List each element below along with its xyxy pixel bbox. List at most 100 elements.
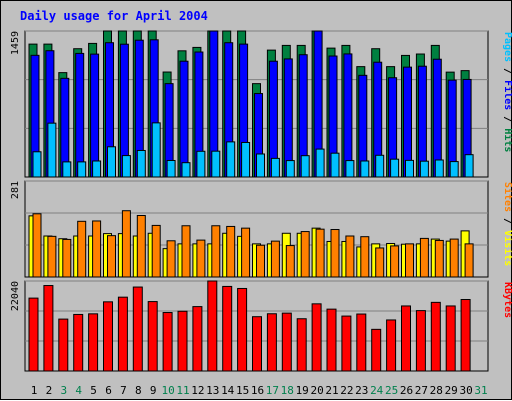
legend-entry-hits: Hits bbox=[502, 128, 512, 152]
bar-sites-day-28 bbox=[434, 239, 444, 278]
bar-pages-day-16 bbox=[256, 153, 265, 178]
panel-kbytes-max-label: 22040 bbox=[10, 281, 21, 311]
bar-files-day-5 bbox=[90, 53, 100, 178]
bar-pages-day-8 bbox=[136, 149, 146, 178]
bar-pages-day-18 bbox=[285, 160, 295, 178]
bar-sites-day-21 bbox=[330, 229, 340, 278]
bar-pages-day-30 bbox=[464, 154, 474, 178]
bar-sites-day-9 bbox=[151, 224, 161, 278]
bar-pages-day-17 bbox=[270, 157, 280, 178]
bar-pages-day-7 bbox=[121, 155, 131, 178]
x-tick-label-26: 26 bbox=[400, 384, 413, 397]
bar-sites-day-16 bbox=[256, 244, 265, 278]
bar-pages-day-25 bbox=[390, 158, 400, 178]
x-tick-label-27: 27 bbox=[415, 384, 428, 397]
x-tick-label-6: 6 bbox=[105, 384, 112, 397]
bar-sites-day-6 bbox=[107, 235, 116, 278]
x-tick-label-23: 23 bbox=[355, 384, 368, 397]
bar-files-day-27 bbox=[417, 65, 427, 178]
x-tick-label-2: 2 bbox=[46, 384, 53, 397]
legend-entry-pages: Pages bbox=[502, 32, 512, 62]
x-tick-label-20: 20 bbox=[310, 384, 323, 397]
bar-kbytes-day-12 bbox=[192, 306, 203, 372]
bar-pages-day-15 bbox=[241, 141, 251, 178]
x-tick-label-4: 4 bbox=[75, 384, 82, 397]
legend-entry-: / bbox=[502, 110, 512, 128]
bar-sites-day-30 bbox=[464, 243, 474, 278]
bar-pages-day-11 bbox=[181, 162, 191, 178]
bar-kbytes-day-1 bbox=[28, 297, 39, 372]
legend-entry-: / bbox=[502, 212, 512, 230]
bar-sites-day-14 bbox=[226, 225, 236, 278]
bar-files-day-28 bbox=[432, 58, 442, 178]
bar-pages-day-2 bbox=[47, 122, 57, 178]
bar-sites-day-23 bbox=[360, 236, 370, 278]
x-tick-label-10: 10 bbox=[161, 384, 174, 397]
x-tick-label-15: 15 bbox=[236, 384, 249, 397]
bar-sites-day-1 bbox=[32, 213, 42, 278]
x-tick-label-16: 16 bbox=[251, 384, 264, 397]
x-tick-label-21: 21 bbox=[325, 384, 338, 397]
bar-pages-day-13 bbox=[211, 150, 221, 178]
bar-sites-day-11 bbox=[181, 225, 191, 278]
bar-kbytes-day-17 bbox=[266, 313, 277, 372]
bar-sites-day-29 bbox=[449, 238, 459, 278]
bar-kbytes-day-30 bbox=[460, 298, 471, 372]
panel-visits-sites-max-label: 281 bbox=[10, 181, 21, 199]
x-tick-label-14: 14 bbox=[221, 384, 235, 397]
bar-pages-day-1 bbox=[32, 151, 42, 178]
chart-title: Daily usage for April 2004 bbox=[20, 9, 208, 23]
x-tick-label-25: 25 bbox=[385, 384, 398, 397]
bar-sites-day-24 bbox=[375, 247, 385, 278]
bar-pages-day-22 bbox=[345, 160, 355, 178]
bar-sites-day-25 bbox=[390, 245, 400, 278]
bar-kbytes-day-14 bbox=[222, 285, 233, 372]
x-tick-label-8: 8 bbox=[135, 384, 142, 397]
legend-entry-: / bbox=[502, 62, 512, 80]
bar-kbytes-day-5 bbox=[88, 313, 99, 372]
bar-sites-day-22 bbox=[345, 235, 355, 278]
bar-pages-day-19 bbox=[300, 155, 310, 178]
x-tick-label-18: 18 bbox=[281, 384, 294, 397]
legend-entry-sites: Sites bbox=[502, 182, 512, 212]
legend-entry-kbytes: KBytes bbox=[502, 282, 512, 318]
bar-kbytes-day-8 bbox=[132, 286, 143, 372]
x-tick-label-30: 30 bbox=[459, 384, 472, 397]
bar-pages-day-10 bbox=[166, 159, 176, 178]
bar-sites-day-13 bbox=[211, 225, 221, 278]
bar-kbytes-day-7 bbox=[117, 296, 128, 372]
bar-sites-day-5 bbox=[92, 220, 102, 278]
bar-sites-day-27 bbox=[419, 237, 429, 278]
bar-files-day-4 bbox=[75, 52, 85, 178]
panel-hits-files-pages-max-label: 1459 bbox=[10, 31, 21, 55]
bar-kbytes-day-3 bbox=[58, 318, 69, 372]
bar-kbytes-day-18 bbox=[281, 312, 292, 372]
x-tick-label-13: 13 bbox=[206, 384, 219, 397]
x-tick-label-12: 12 bbox=[191, 384, 204, 397]
bar-kbytes-day-28 bbox=[430, 301, 441, 372]
bar-kbytes-day-4 bbox=[73, 313, 84, 372]
bar-pages-day-20 bbox=[315, 148, 325, 178]
bar-pages-day-26 bbox=[405, 159, 414, 178]
bar-kbytes-day-11 bbox=[177, 310, 188, 372]
legend-entry-visits: Visits bbox=[502, 230, 512, 266]
panel-hits-files-pages-legend: Pages / Files / Hits bbox=[502, 32, 512, 152]
bar-kbytes-day-27 bbox=[415, 310, 426, 372]
bar-sites-day-4 bbox=[77, 220, 87, 278]
x-tick-label-28: 28 bbox=[430, 384, 443, 397]
bar-pages-day-27 bbox=[419, 160, 429, 178]
x-tick-label-5: 5 bbox=[90, 384, 97, 397]
bar-kbytes-day-21 bbox=[326, 308, 337, 372]
bar-pages-day-9 bbox=[151, 122, 161, 178]
bar-pages-day-3 bbox=[62, 161, 72, 178]
bar-pages-day-21 bbox=[330, 152, 340, 178]
bar-sites-day-18 bbox=[285, 245, 295, 278]
bar-kbytes-day-22 bbox=[341, 315, 352, 372]
bar-pages-day-14 bbox=[226, 141, 236, 178]
x-tick-label-29: 29 bbox=[445, 384, 458, 397]
bar-kbytes-day-9 bbox=[147, 301, 158, 372]
x-tick-label-31: 31 bbox=[474, 384, 487, 397]
bar-pages-day-5 bbox=[92, 160, 102, 178]
x-tick-label-22: 22 bbox=[340, 384, 353, 397]
